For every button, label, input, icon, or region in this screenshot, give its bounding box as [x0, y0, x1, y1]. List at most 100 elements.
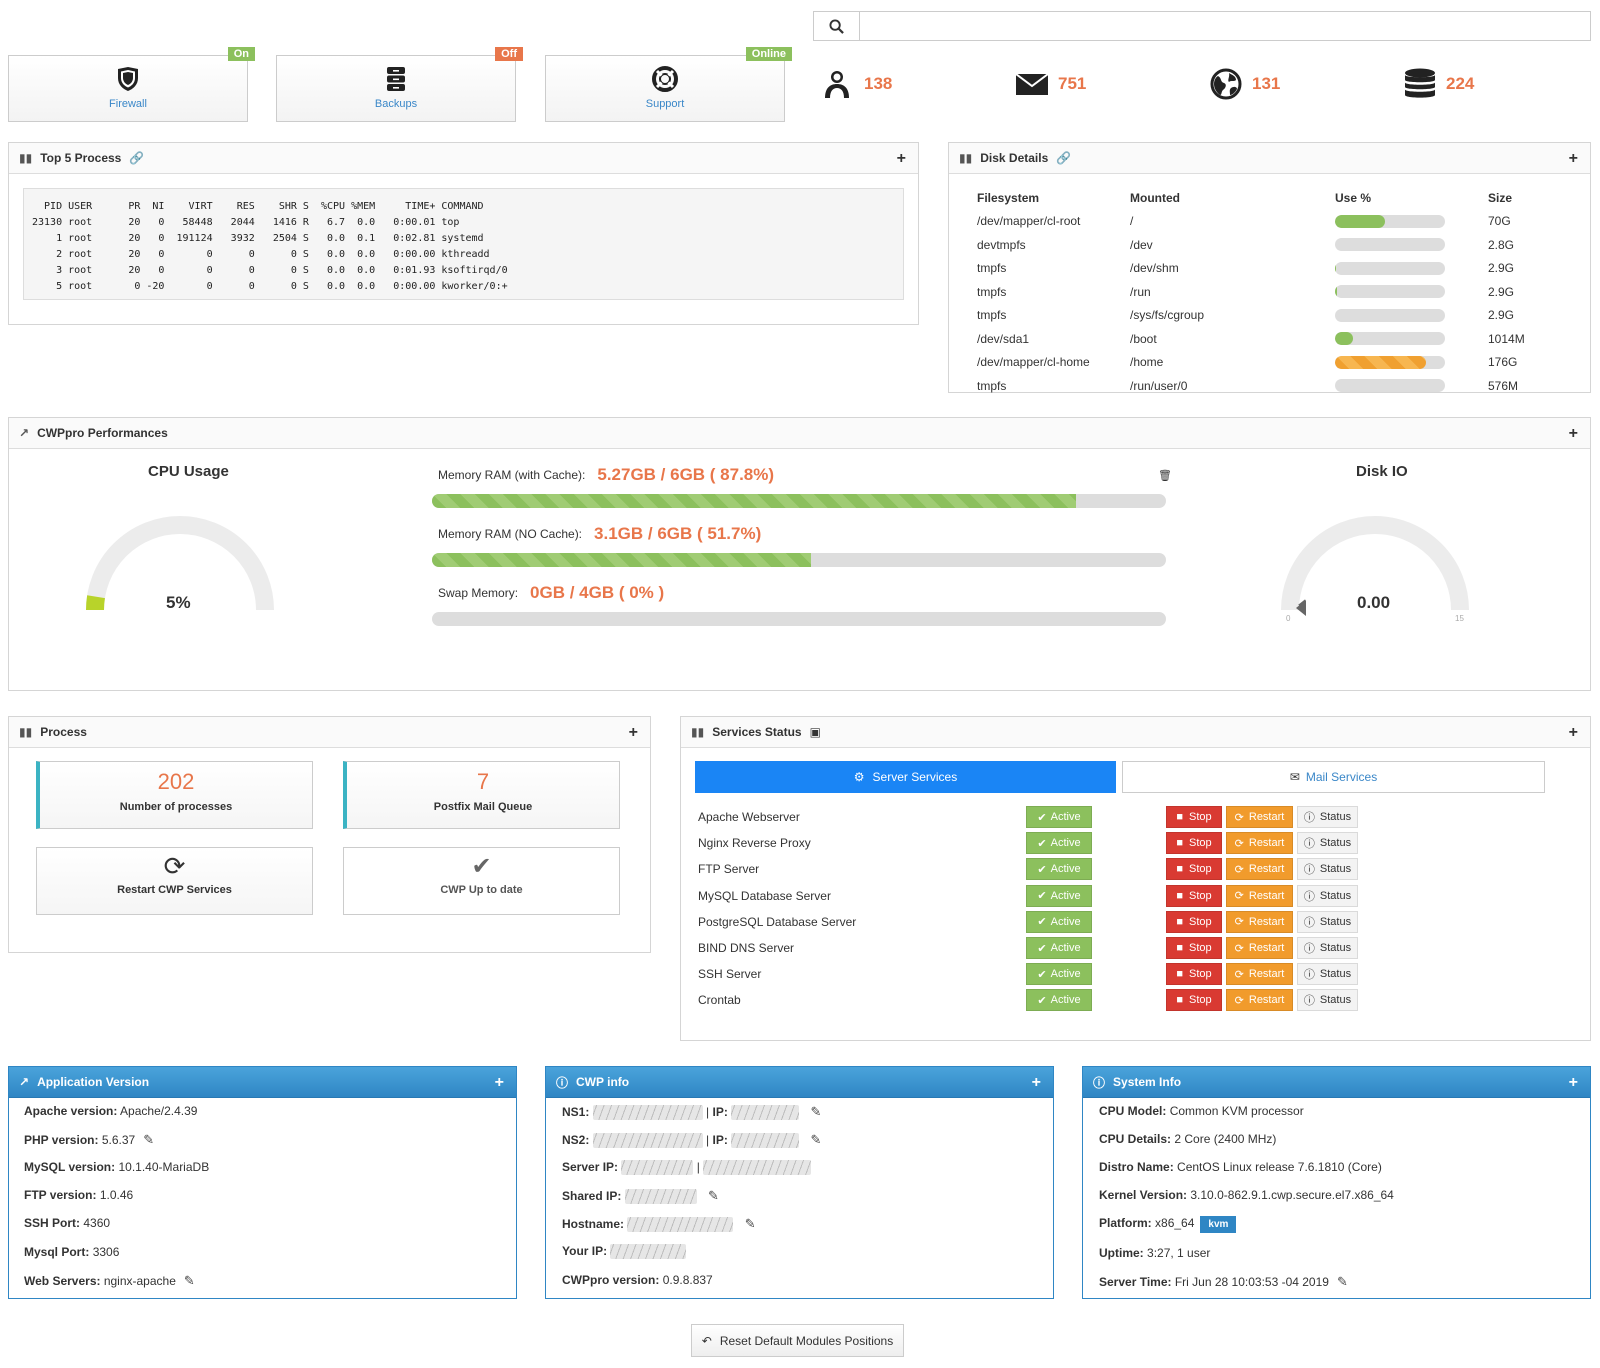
disk-use-cell	[1335, 257, 1488, 281]
info-icon: ⓘ	[1303, 890, 1315, 903]
cwp-info-header: ⓘ CWP info +	[546, 1067, 1053, 1098]
service-name: PostgreSQL Database Server	[698, 914, 857, 929]
mail-queue-box[interactable]: 7 Postfix Mail Queue	[343, 761, 620, 829]
service-restart-button[interactable]: ⟳ Restart	[1226, 910, 1293, 933]
service-restart-button[interactable]: ⟳ Restart	[1226, 963, 1293, 986]
edit-server-time-icon[interactable]: ✎	[1336, 1274, 1348, 1289]
database-stack-icon	[1405, 68, 1435, 98]
firewall-box[interactable]: Firewall On	[8, 47, 255, 122]
expand-button[interactable]: +	[896, 150, 906, 167]
search-button[interactable]	[814, 12, 860, 40]
external-link-icon[interactable]: ▣	[809, 725, 821, 739]
users-icon	[825, 71, 849, 98]
disk-use-bar	[1335, 285, 1445, 299]
link-icon[interactable]: 🔗	[129, 151, 145, 165]
cwp-version-value: 0.9.8.837	[662, 1273, 713, 1287]
service-restart-button[interactable]: ⟳ Restart	[1226, 989, 1293, 1012]
app-version-value: 1.0.46	[99, 1188, 134, 1203]
disk-use-bar	[1335, 308, 1445, 322]
process-line: 3 root 20 0 0 0 0 S 0.0 0.0 0:01.93 ksof…	[32, 265, 508, 276]
app-version-key: Apache version:	[24, 1104, 118, 1118]
server-ip-label: Server IP:	[562, 1160, 619, 1174]
expand-button[interactable]: +	[1568, 150, 1578, 167]
services-header: ▮▮ Services Status ▣ +	[681, 717, 1590, 748]
expand-button[interactable]: +	[494, 1074, 504, 1091]
swap-label: Swap Memory:	[438, 586, 519, 600]
edit-hostname-icon[interactable]: ✎	[744, 1216, 756, 1231]
system-info-value: x86_64	[1155, 1216, 1195, 1230]
edit-icon[interactable]: ✎	[183, 1272, 195, 1288]
service-restart-button[interactable]: ⟳ Restart	[1226, 858, 1293, 881]
shared-ip-row: Shared IP: ✎	[562, 1188, 719, 1205]
service-active-badge: ✔ Active	[1026, 832, 1092, 855]
service-restart-button[interactable]: ⟳ Restart	[1226, 806, 1293, 828]
domains-stat[interactable]: 131	[1210, 66, 1280, 102]
expand-button[interactable]: +	[1568, 425, 1578, 442]
service-stop-button[interactable]: ■ Stop	[1166, 989, 1222, 1012]
edit-ns2-icon[interactable]: ✎	[810, 1132, 822, 1147]
search-input[interactable]	[860, 12, 1590, 40]
disk-row: tmpfs/sys/fs/cgroup 2.9G	[977, 304, 1577, 328]
mail-queue-label: Postfix Mail Queue	[433, 801, 533, 813]
app-version-value: Apache/2.4.39	[120, 1104, 198, 1118]
backups-box[interactable]: Backups Off	[276, 47, 523, 122]
service-restart-button[interactable]: ⟳ Restart	[1226, 884, 1293, 907]
reset-positions-button[interactable]: ↶ Reset Default Modules Positions	[691, 1324, 904, 1357]
disk-table: Filesystem Mounted Use % Size /dev/mappe…	[977, 186, 1577, 398]
users-stat[interactable]: 138	[822, 66, 892, 102]
col-mounted: Mounted	[1130, 190, 1180, 205]
databases-stat[interactable]: 224	[1404, 66, 1474, 102]
support-box[interactable]: Support Online	[545, 47, 792, 122]
cpu-gauge-fill	[86, 595, 105, 611]
service-restart-button[interactable]: ⟳ Restart	[1226, 832, 1293, 855]
tab-server-services[interactable]: ⚙ Server Services	[695, 761, 1116, 793]
service-stop-button[interactable]: ■ Stop	[1166, 937, 1222, 959]
expand-button[interactable]: +	[1568, 724, 1578, 741]
service-restart-button[interactable]: ⟳ Restart	[1226, 937, 1293, 959]
search-icon	[829, 18, 844, 34]
ns1-value-redacted	[592, 1105, 703, 1121]
disk-size: 2.9G	[1488, 308, 1515, 323]
restart-cwp-services-button[interactable]: ⟳ Restart CWP Services	[36, 847, 313, 915]
mem-cache-label: Memory RAM (with Cache):	[438, 468, 586, 482]
disk-mounted: /	[1130, 214, 1134, 229]
service-stop-button[interactable]: ■ Stop	[1166, 858, 1222, 881]
restart-label: Restart	[1248, 915, 1285, 928]
service-stop-button[interactable]: ■ Stop	[1166, 884, 1222, 907]
edit-shared-ip-icon[interactable]: ✎	[708, 1188, 719, 1203]
edit-ns1-icon[interactable]: ✎	[810, 1104, 822, 1119]
tab-mail-services[interactable]: ✉ Mail Services	[1122, 761, 1545, 793]
disk-mounted: /home	[1130, 355, 1164, 370]
email-stat[interactable]: 751	[1016, 66, 1086, 102]
process-line: 1 root 20 0 191124 3932 2504 S 0.0 0.1 0…	[32, 233, 484, 244]
edit-icon[interactable]: ✎	[143, 1132, 155, 1148]
top-process-header-line: PID USER PR NI VIRT RES SHR S %CPU %MEM …	[32, 201, 484, 212]
service-stop-button[interactable]: ■ Stop	[1166, 910, 1222, 933]
expand-button[interactable]: +	[1568, 1074, 1578, 1091]
disk-size: 576M	[1488, 378, 1519, 393]
service-status-button[interactable]: ⓘ Status	[1297, 937, 1358, 959]
service-stop-button[interactable]: ■ Stop	[1166, 963, 1222, 986]
firewall-status-badge: On	[227, 47, 255, 61]
service-stop-button[interactable]: ■ Stop	[1166, 806, 1222, 828]
service-status-button[interactable]: ⓘ Status	[1297, 963, 1358, 986]
refresh-icon: ⟳	[1234, 890, 1244, 903]
tab-server-services-label: Server Services	[872, 770, 958, 784]
service-stop-button[interactable]: ■ Stop	[1166, 832, 1222, 855]
service-status-button[interactable]: ⓘ Status	[1297, 806, 1358, 828]
link-icon[interactable]: 🔗	[1056, 151, 1072, 165]
app-version-row: SSH Port: 4360	[24, 1216, 110, 1230]
service-status-button[interactable]: ⓘ Status	[1297, 989, 1358, 1012]
backups-status-badge: Off	[495, 47, 523, 61]
platform-badge: kvm	[1200, 1216, 1237, 1233]
domains-count: 131	[1252, 74, 1281, 93]
service-status-button[interactable]: ⓘ Status	[1297, 910, 1358, 933]
expand-button[interactable]: +	[628, 724, 638, 741]
expand-button[interactable]: +	[1031, 1074, 1041, 1091]
num-processes-box[interactable]: 202 Number of processes	[36, 761, 313, 829]
trash-icon[interactable]: 🗑	[1158, 470, 1172, 482]
service-status-button[interactable]: ⓘ Status	[1297, 858, 1358, 881]
service-status-button[interactable]: ⓘ Status	[1297, 884, 1358, 907]
service-status-button[interactable]: ⓘ Status	[1297, 832, 1358, 855]
system-info-key: Server Time:	[1099, 1275, 1172, 1289]
